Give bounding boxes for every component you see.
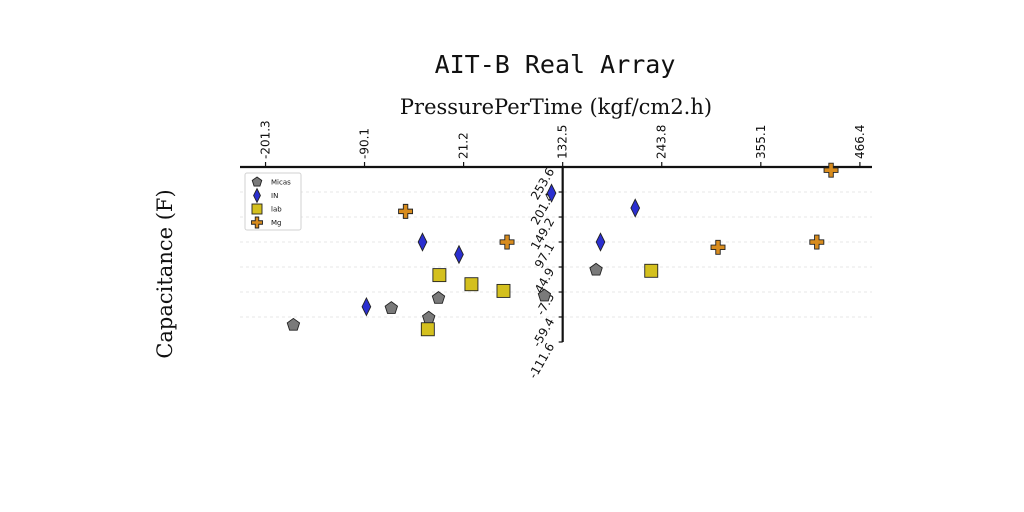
- data-point-lab-0: [421, 323, 434, 336]
- y-axis-label: Capacitance (F): [153, 189, 177, 358]
- data-point-mg-2: [711, 240, 725, 254]
- data-point-micas-2: [423, 311, 435, 323]
- x-tick-label: 355.1: [754, 125, 768, 159]
- data-point-mg-1: [500, 235, 514, 249]
- legend-label: lab: [271, 206, 282, 214]
- x-tick-label: 21.2: [457, 132, 471, 159]
- chart-title: AIT-B Real Array: [435, 50, 676, 79]
- data-point-micas-3: [432, 292, 444, 304]
- axes: -201.3 -90.1 21.2 132.5 243.8 355.1 466.4253.6…: [240, 120, 872, 381]
- x-tick-label: -90.1: [358, 128, 372, 159]
- data-point-in-1: [418, 233, 427, 251]
- x-tick-label: 132.5: [556, 125, 570, 159]
- data-point-micas-0: [287, 318, 299, 330]
- legend-label: Mg: [271, 219, 281, 227]
- y-tick-label: -111.6: [526, 341, 557, 382]
- data-point-lab-4: [645, 264, 658, 277]
- x-tick-label: -201.3: [259, 120, 273, 159]
- data-point-lab-3: [497, 284, 510, 297]
- data-point-in-4: [596, 233, 605, 251]
- data-point-in-2: [455, 246, 464, 264]
- data-point-mg-0: [399, 204, 413, 218]
- data-point-in-0: [362, 298, 371, 316]
- data-point-mg-3: [810, 235, 824, 249]
- legend-label: IN: [271, 192, 278, 200]
- data-point-in-5: [631, 199, 640, 217]
- x-tick-label: 466.4: [853, 125, 867, 159]
- data-point-micas-5: [590, 263, 602, 275]
- data-point-micas-1: [385, 302, 397, 314]
- data-point-mg-4: [824, 163, 838, 177]
- x-axis-label: PressurePerTime (kgf/cm2.h): [400, 95, 712, 119]
- x-tick-label: 243.8: [655, 125, 669, 159]
- legend-marker-lab: [252, 204, 262, 214]
- data-point-lab-2: [465, 278, 478, 291]
- legend-label: Micas: [271, 179, 291, 187]
- legend: Micas IN lab Mg: [245, 173, 301, 230]
- data-point-lab-1: [433, 269, 446, 282]
